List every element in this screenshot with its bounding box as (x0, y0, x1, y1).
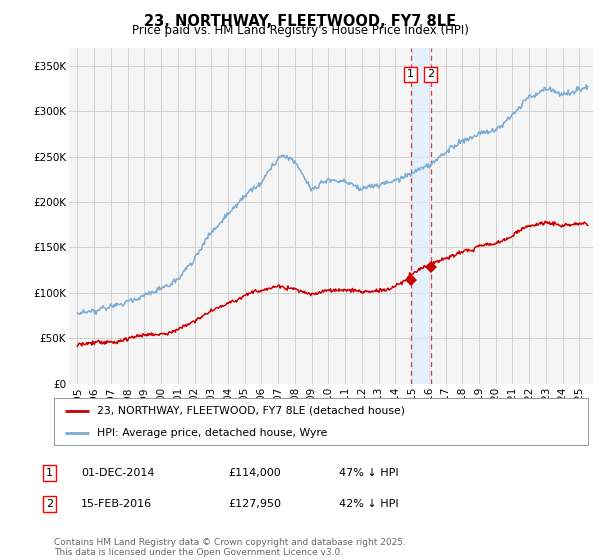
Bar (411, 48, 431, 384)
Text: £127,950: £127,950 (228, 499, 281, 509)
Text: 1: 1 (407, 69, 414, 80)
Text: 42% ↓ HPI: 42% ↓ HPI (339, 499, 398, 509)
Text: 2: 2 (46, 499, 53, 509)
Text: 1: 1 (46, 468, 53, 478)
Text: £114,000: £114,000 (228, 468, 281, 478)
Text: 47% ↓ HPI: 47% ↓ HPI (339, 468, 398, 478)
Text: 23, NORTHWAY, FLEETWOOD, FY7 8LE (detached house): 23, NORTHWAY, FLEETWOOD, FY7 8LE (detach… (97, 406, 405, 416)
Text: 23, NORTHWAY, FLEETWOOD, FY7 8LE: 23, NORTHWAY, FLEETWOOD, FY7 8LE (144, 14, 456, 29)
Text: 01-DEC-2014: 01-DEC-2014 (81, 468, 155, 478)
Text: 15-FEB-2016: 15-FEB-2016 (81, 499, 152, 509)
Text: HPI: Average price, detached house, Wyre: HPI: Average price, detached house, Wyre (97, 428, 327, 438)
Text: Price paid vs. HM Land Registry's House Price Index (HPI): Price paid vs. HM Land Registry's House … (131, 24, 469, 37)
Text: Contains HM Land Registry data © Crown copyright and database right 2025.
This d: Contains HM Land Registry data © Crown c… (54, 538, 406, 557)
Text: 2: 2 (427, 69, 434, 80)
